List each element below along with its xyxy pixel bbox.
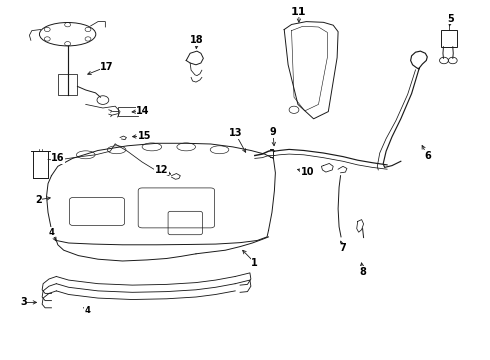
Text: 4: 4 xyxy=(84,306,90,315)
Text: 4: 4 xyxy=(49,228,54,237)
Text: 14: 14 xyxy=(136,106,150,116)
Text: 15: 15 xyxy=(138,131,151,141)
Bar xyxy=(33,151,48,178)
Bar xyxy=(58,74,77,95)
Text: 2: 2 xyxy=(35,195,42,205)
Text: 1: 1 xyxy=(251,258,258,268)
Bar xyxy=(118,107,138,116)
Text: 3: 3 xyxy=(20,297,27,307)
Text: 6: 6 xyxy=(424,150,431,161)
Text: 5: 5 xyxy=(447,14,454,24)
Text: 9: 9 xyxy=(270,127,276,138)
Text: 8: 8 xyxy=(359,267,366,277)
Text: 12: 12 xyxy=(155,165,169,175)
Text: 17: 17 xyxy=(100,62,114,72)
Text: 18: 18 xyxy=(190,35,204,45)
Text: 7: 7 xyxy=(340,243,346,253)
Text: 16: 16 xyxy=(51,153,65,163)
Text: 13: 13 xyxy=(228,128,242,138)
Text: 10: 10 xyxy=(301,167,315,177)
Bar xyxy=(441,30,457,47)
Text: 11: 11 xyxy=(291,6,307,17)
